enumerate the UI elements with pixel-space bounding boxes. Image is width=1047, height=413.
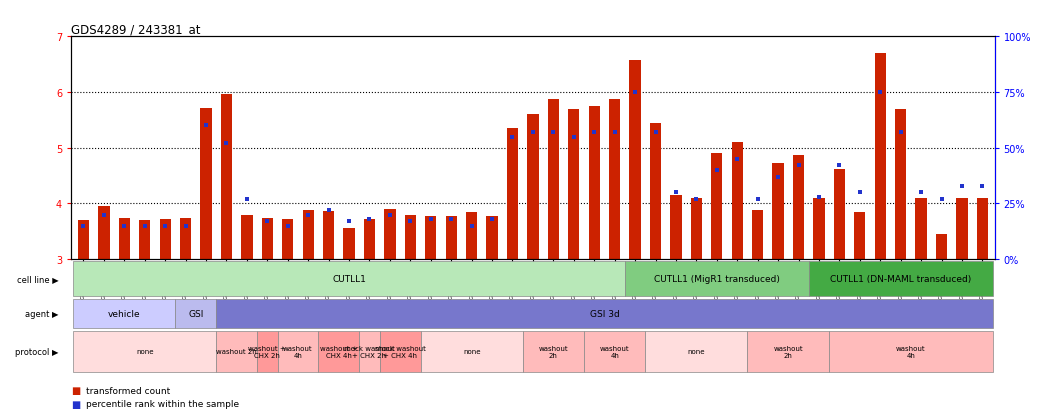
Bar xyxy=(73,299,176,328)
Text: vehicle: vehicle xyxy=(108,309,140,318)
Text: washout +
CHX 2h: washout + CHX 2h xyxy=(248,345,286,358)
Bar xyxy=(915,198,927,259)
Bar xyxy=(829,331,993,372)
Bar xyxy=(808,261,993,296)
Text: GSI: GSI xyxy=(188,309,203,318)
Text: none: none xyxy=(463,349,481,354)
Bar xyxy=(221,95,232,259)
Text: CUTLL1 (DN-MAML transduced): CUTLL1 (DN-MAML transduced) xyxy=(830,274,972,283)
Bar xyxy=(200,108,211,259)
Text: mock washout
+ CHX 4h: mock washout + CHX 4h xyxy=(375,345,425,358)
Bar xyxy=(343,229,355,259)
Text: washout
4h: washout 4h xyxy=(283,345,313,358)
Bar xyxy=(180,219,192,259)
Text: none: none xyxy=(688,349,705,354)
Bar xyxy=(364,219,375,259)
Bar xyxy=(650,123,661,259)
Bar xyxy=(262,219,273,259)
Bar xyxy=(748,331,829,372)
Bar xyxy=(384,209,396,259)
Text: CUTLL1 (MigR1 transduced): CUTLL1 (MigR1 transduced) xyxy=(654,274,780,283)
Bar xyxy=(609,100,620,259)
Text: washout +
CHX 4h: washout + CHX 4h xyxy=(320,345,358,358)
Bar xyxy=(446,216,456,259)
Bar xyxy=(139,221,151,259)
Bar xyxy=(318,331,359,372)
Text: GSI 3d: GSI 3d xyxy=(589,309,620,318)
Bar xyxy=(584,331,645,372)
Bar xyxy=(569,109,579,259)
Bar xyxy=(507,129,518,259)
Bar xyxy=(324,211,334,259)
Bar xyxy=(711,154,722,259)
Bar xyxy=(814,198,825,259)
Bar xyxy=(73,261,625,296)
Text: washout
4h: washout 4h xyxy=(600,345,629,358)
Bar xyxy=(277,331,318,372)
Bar xyxy=(241,215,252,259)
Bar xyxy=(548,100,559,259)
Bar xyxy=(217,299,993,328)
Bar xyxy=(176,299,217,328)
Bar xyxy=(528,115,538,259)
Bar xyxy=(895,109,907,259)
Bar xyxy=(793,156,804,259)
Bar xyxy=(380,331,421,372)
Bar xyxy=(425,216,437,259)
Bar xyxy=(359,331,380,372)
Bar xyxy=(936,235,948,259)
Bar xyxy=(629,61,641,259)
Bar xyxy=(773,163,784,259)
Bar xyxy=(487,216,497,259)
Bar xyxy=(956,198,967,259)
Text: ■: ■ xyxy=(71,399,81,409)
Bar xyxy=(833,169,845,259)
Bar xyxy=(159,219,171,259)
Bar xyxy=(421,331,522,372)
Text: none: none xyxy=(136,349,154,354)
Bar xyxy=(405,215,416,259)
Text: protocol ▶: protocol ▶ xyxy=(16,347,59,356)
Bar xyxy=(258,331,277,372)
Bar xyxy=(73,331,217,372)
Bar xyxy=(77,221,89,259)
Text: washout 2h: washout 2h xyxy=(217,349,258,354)
Text: washout
2h: washout 2h xyxy=(774,345,803,358)
Bar xyxy=(854,212,866,259)
Bar xyxy=(522,331,584,372)
Bar xyxy=(977,198,988,259)
Bar xyxy=(874,54,886,259)
Bar xyxy=(732,143,742,259)
Bar xyxy=(466,212,477,259)
Text: percentile rank within the sample: percentile rank within the sample xyxy=(86,399,239,408)
Bar xyxy=(645,331,748,372)
Text: washout
2h: washout 2h xyxy=(538,345,569,358)
Text: CUTLL1: CUTLL1 xyxy=(332,274,366,283)
Text: cell line ▶: cell line ▶ xyxy=(17,274,59,283)
Bar xyxy=(691,198,701,259)
Bar xyxy=(282,219,293,259)
Text: mock washout
+ CHX 2h: mock washout + CHX 2h xyxy=(344,345,395,358)
Text: agent ▶: agent ▶ xyxy=(25,309,59,318)
Text: GDS4289 / 243381_at: GDS4289 / 243381_at xyxy=(71,23,201,36)
Bar xyxy=(98,206,110,259)
Bar xyxy=(625,261,808,296)
Text: washout
4h: washout 4h xyxy=(896,345,926,358)
Text: transformed count: transformed count xyxy=(86,386,170,395)
Bar xyxy=(118,219,130,259)
Bar xyxy=(752,211,763,259)
Text: ■: ■ xyxy=(71,385,81,395)
Bar xyxy=(588,107,600,259)
Bar xyxy=(217,331,258,372)
Bar xyxy=(670,195,682,259)
Bar xyxy=(303,211,314,259)
